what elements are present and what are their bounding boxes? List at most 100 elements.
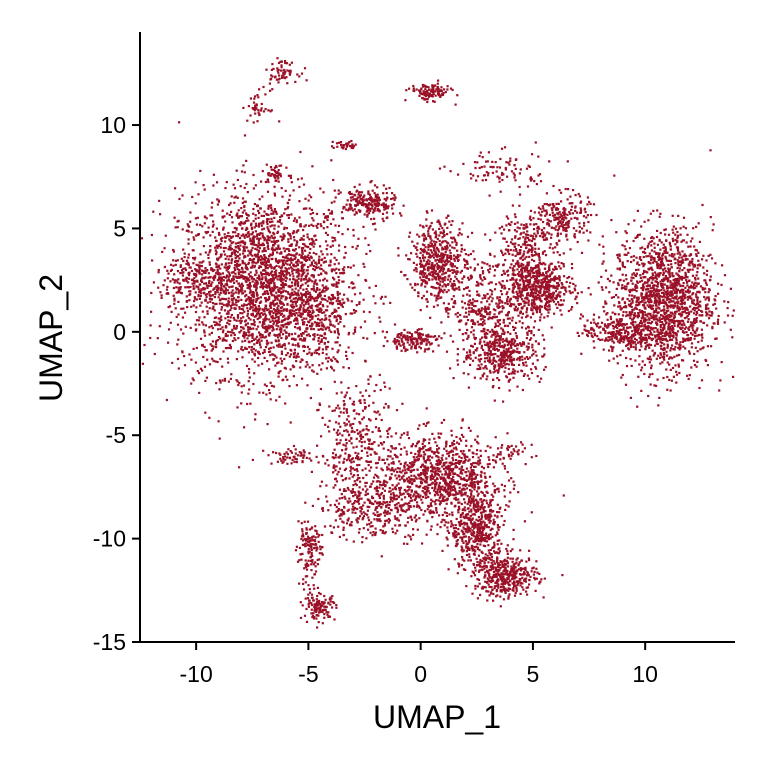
scatter-point bbox=[521, 289, 524, 292]
scatter-point bbox=[395, 347, 399, 350]
scatter-point bbox=[367, 243, 370, 247]
scatter-point bbox=[187, 281, 190, 284]
scatter-point bbox=[258, 391, 261, 394]
scatter-point bbox=[281, 333, 285, 336]
scatter-point bbox=[289, 274, 292, 277]
scatter-point bbox=[267, 109, 270, 112]
scatter-point bbox=[242, 384, 246, 387]
scatter-point bbox=[216, 246, 219, 249]
scatter-point bbox=[292, 293, 295, 296]
scatter-point bbox=[184, 268, 188, 272]
scatter-point bbox=[230, 261, 233, 265]
scatter-point bbox=[445, 310, 448, 313]
scatter-point bbox=[508, 288, 511, 291]
scatter-point bbox=[498, 312, 501, 315]
scatter-point bbox=[298, 253, 301, 256]
scatter-point bbox=[497, 338, 500, 341]
scatter-point bbox=[222, 329, 225, 332]
scatter-point bbox=[346, 199, 349, 202]
scatter-point bbox=[264, 264, 267, 267]
scatter-point bbox=[193, 282, 196, 285]
scatter-point bbox=[256, 317, 259, 321]
scatter-point bbox=[211, 214, 214, 217]
scatter-point bbox=[241, 349, 245, 352]
scatter-point bbox=[354, 143, 357, 146]
scatter-point bbox=[450, 262, 453, 265]
scatter-point bbox=[370, 218, 373, 221]
scatter-point bbox=[238, 268, 241, 272]
scatter-point bbox=[306, 233, 309, 236]
scatter-point bbox=[190, 231, 193, 234]
scatter-point bbox=[432, 256, 436, 259]
scatter-point bbox=[231, 258, 234, 261]
scatter-point bbox=[558, 278, 561, 281]
scatter-point bbox=[226, 321, 229, 325]
scatter-point bbox=[297, 289, 300, 292]
scatter-point bbox=[245, 364, 249, 368]
scatter-point bbox=[428, 254, 432, 257]
scatter-point bbox=[262, 285, 265, 288]
scatter-point bbox=[498, 359, 501, 362]
scatter-point bbox=[428, 88, 431, 91]
scatter-point bbox=[304, 249, 307, 252]
scatter-point bbox=[449, 367, 452, 370]
scatter-point bbox=[174, 259, 178, 262]
scatter-point bbox=[182, 248, 185, 251]
scatter-point bbox=[506, 296, 510, 299]
scatter-point bbox=[421, 280, 425, 283]
scatter-point bbox=[273, 224, 276, 227]
scatter-point bbox=[276, 69, 279, 72]
scatter-point bbox=[406, 336, 410, 339]
scatter-point bbox=[258, 321, 261, 324]
scatter-point bbox=[460, 247, 463, 250]
scatter-point bbox=[277, 173, 280, 176]
scatter-point bbox=[440, 265, 443, 268]
scatter-point bbox=[264, 292, 267, 295]
scatter-point bbox=[194, 323, 197, 326]
scatter-point bbox=[289, 266, 293, 269]
scatter-point bbox=[267, 285, 270, 288]
scatter-point bbox=[543, 307, 547, 310]
scatter-point bbox=[260, 339, 263, 342]
scatter-point bbox=[309, 264, 312, 267]
scatter-point bbox=[503, 324, 507, 328]
scatter-point bbox=[236, 314, 240, 317]
scatter-point bbox=[348, 207, 351, 210]
scatter-point bbox=[483, 310, 487, 313]
scatter-point bbox=[270, 384, 273, 387]
scatter-point bbox=[261, 228, 264, 231]
scatter-point bbox=[153, 352, 156, 356]
scatter-point bbox=[249, 303, 252, 306]
scatter-point bbox=[255, 269, 258, 272]
scatter-point bbox=[187, 238, 190, 241]
scatter-point bbox=[307, 199, 310, 202]
scatter-point bbox=[265, 221, 268, 224]
scatter-point bbox=[538, 286, 541, 289]
scatter-point bbox=[489, 288, 492, 292]
scatter-point bbox=[244, 228, 248, 231]
scatter-point bbox=[530, 337, 533, 340]
scatter-point bbox=[275, 356, 278, 359]
scatter-point bbox=[481, 297, 484, 300]
scatter-point bbox=[428, 272, 431, 275]
scatter-point bbox=[302, 228, 305, 232]
scatter-point bbox=[200, 292, 203, 295]
scatter-point bbox=[243, 171, 246, 174]
scatter-point bbox=[294, 282, 297, 285]
scatter-point bbox=[285, 283, 288, 287]
scatter-point bbox=[443, 288, 446, 291]
scatter-point bbox=[478, 354, 481, 357]
scatter-point bbox=[311, 274, 314, 277]
scatter-point bbox=[265, 393, 268, 396]
scatter-point bbox=[285, 308, 288, 311]
scatter-point bbox=[323, 286, 326, 289]
scatter-point bbox=[259, 207, 262, 210]
scatter-point bbox=[358, 302, 361, 305]
scatter-point bbox=[225, 312, 228, 315]
scatter-point bbox=[344, 313, 347, 316]
scatter-point bbox=[212, 305, 215, 308]
scatter-point bbox=[232, 275, 235, 279]
scatter-point bbox=[468, 310, 471, 313]
scatter-point bbox=[276, 230, 280, 233]
scatter-point bbox=[227, 258, 230, 261]
